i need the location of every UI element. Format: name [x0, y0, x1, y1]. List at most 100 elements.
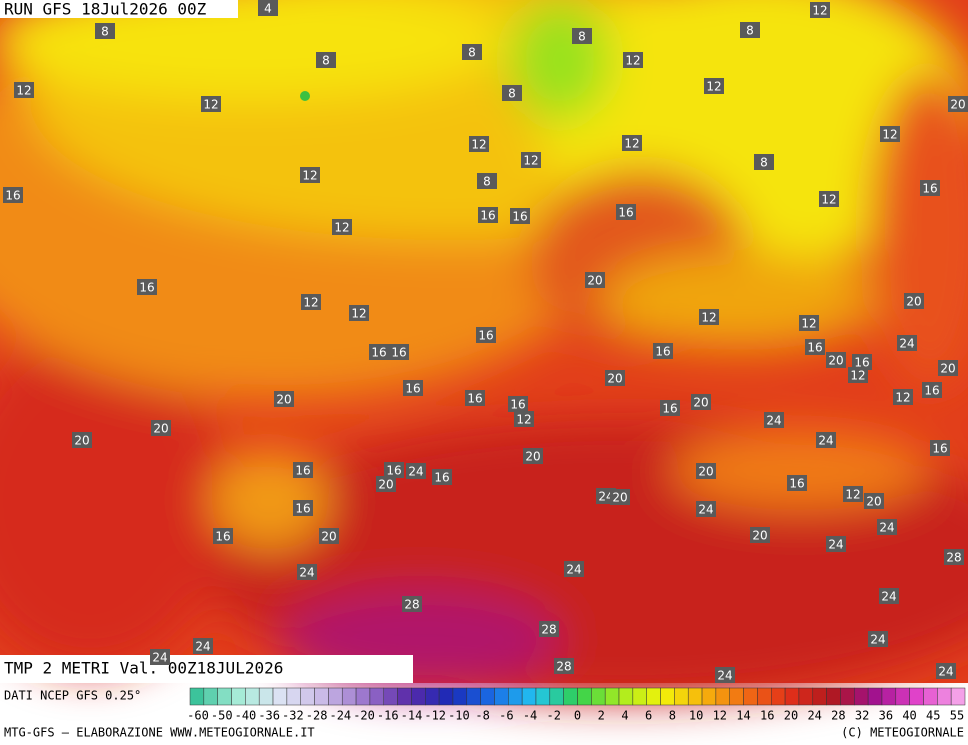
label-box [936, 663, 956, 679]
scale-swatch [937, 687, 952, 706]
temperature-label: 16 [616, 204, 636, 220]
label-box [258, 0, 278, 16]
label-box [897, 335, 917, 351]
label-text: 24 [766, 414, 781, 428]
label-text: 24 [299, 566, 314, 580]
scale-swatch [840, 687, 855, 706]
label-box [944, 549, 964, 565]
scale-swatch [369, 687, 384, 706]
label-text: 16 [215, 530, 230, 544]
temperature-label: 24 [696, 501, 716, 517]
label-box [864, 493, 884, 509]
scale-swatch [881, 687, 897, 706]
label-box [750, 527, 770, 543]
scale-swatch [189, 687, 205, 706]
label-box [301, 294, 321, 310]
temperature-label: 12 [14, 82, 34, 98]
label-box [402, 596, 422, 612]
scale-swatch [798, 687, 814, 706]
scale-label: -28 [306, 709, 328, 723]
label-text: 16 [467, 392, 482, 406]
temperature-label: 24 [826, 536, 846, 552]
scale-swatch [950, 687, 966, 706]
label-box [848, 367, 868, 383]
label-text: 16 [789, 477, 804, 491]
scale-swatch [563, 687, 578, 706]
label-box [465, 390, 485, 406]
temperature-label: 20 [72, 432, 92, 448]
scale-label: 36 [879, 709, 893, 723]
label-text: 24 [152, 651, 167, 665]
temperature-label: 16 [660, 400, 680, 416]
label-text: 8 [101, 25, 109, 39]
label-box [521, 152, 541, 168]
label-text: 16 [807, 341, 822, 355]
scale-label: -60 [187, 709, 209, 723]
label-box [316, 52, 336, 68]
label-box [523, 448, 543, 464]
label-text: 16 [295, 502, 310, 516]
label-box [564, 561, 584, 577]
label-text: 20 [828, 354, 843, 368]
label-text: 20 [906, 295, 921, 309]
label-text: 16 [478, 329, 493, 343]
label-text: 12 [882, 128, 897, 142]
scale-label: -36 [258, 709, 280, 723]
label-text: 12 [203, 98, 218, 112]
header-box [0, 0, 238, 18]
label-text: 24 [828, 538, 843, 552]
label-box [585, 272, 605, 288]
label-box [469, 136, 489, 152]
scale-swatch [854, 687, 869, 706]
label-box [938, 360, 958, 376]
temperature-label: 28 [554, 658, 574, 674]
label-box [349, 305, 369, 321]
scale-swatch [646, 687, 661, 706]
temperature-label: 16 [3, 187, 23, 203]
temperature-label: 8 [477, 173, 497, 189]
label-text: 20 [378, 478, 393, 492]
label-box [704, 78, 724, 94]
label-box [893, 389, 913, 405]
label-box [293, 462, 313, 478]
scale-swatch [909, 687, 924, 706]
label-box [319, 528, 339, 544]
scale-label: 10 [689, 709, 703, 723]
scale-swatch [328, 687, 343, 706]
temperature-label: 12 [521, 152, 541, 168]
label-text: 8 [483, 175, 491, 189]
label-text: 20 [866, 495, 881, 509]
temperature-label: 16 [293, 462, 313, 478]
label-box [332, 219, 352, 235]
label-text: 4 [264, 2, 272, 16]
scale-swatch [771, 687, 786, 706]
label-box [462, 44, 482, 60]
scale-swatch [355, 687, 371, 706]
temperature-label: 24 [764, 412, 784, 428]
temperature-label: 24 [406, 463, 426, 479]
label-text: 20 [607, 372, 622, 386]
temperature-label: 20 [750, 527, 770, 543]
label-box [376, 476, 396, 492]
scale-swatch [438, 687, 454, 706]
temperature-label: 16 [403, 380, 423, 396]
label-box [151, 420, 171, 436]
label-text: 24 [879, 521, 894, 535]
scale-label: 55 [950, 709, 964, 723]
scale-swatch [535, 687, 551, 706]
scale-swatch [660, 687, 675, 706]
temperature-label: 16 [510, 208, 530, 224]
scale-label: -40 [235, 709, 257, 723]
label-text: 20 [950, 98, 965, 112]
label-text: 20 [698, 465, 713, 479]
label-box [805, 339, 825, 355]
temperature-label: 20 [904, 293, 924, 309]
label-text: 24 [566, 563, 581, 577]
label-text: 12 [706, 80, 721, 94]
label-text: 16 [434, 471, 449, 485]
label-box [514, 411, 534, 427]
label-box [476, 327, 496, 343]
label-box [930, 440, 950, 456]
data-source: DATI NCEP GFS 0.25° [4, 689, 141, 703]
temperature-label: 16 [930, 440, 950, 456]
